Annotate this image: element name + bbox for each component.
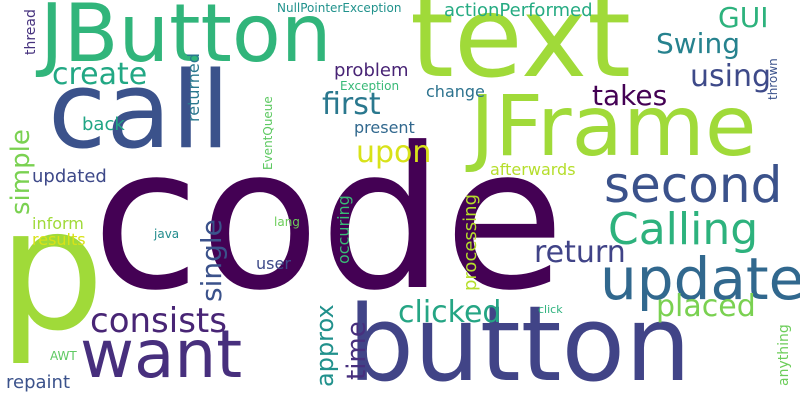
word-lang: lang: [274, 215, 300, 229]
word-code: code: [92, 106, 565, 334]
word-using: using: [690, 59, 772, 94]
word-inform: inform: [32, 214, 84, 233]
word-upon: upon: [356, 135, 432, 170]
word-occuring: occuring: [334, 195, 353, 264]
word-calling: Calling: [608, 204, 759, 255]
word-updated: updated: [32, 166, 107, 187]
word-thread: thread: [23, 9, 39, 55]
word-change: change: [426, 82, 485, 101]
word-approx: approx: [311, 304, 339, 387]
word-want: want: [80, 316, 243, 393]
word-present: present: [354, 118, 415, 137]
word-gui: GUI: [718, 1, 769, 34]
word-button: button: [348, 283, 692, 400]
word-eventqueue: EventQueue: [261, 96, 275, 170]
word-clicked: clicked: [398, 295, 502, 330]
word-afterwards: afterwards: [490, 160, 576, 179]
word-exception: Exception: [340, 79, 400, 93]
word-second: second: [604, 156, 783, 214]
word-single: single: [195, 219, 228, 302]
word-java: java: [154, 227, 180, 241]
word-call: call: [48, 49, 231, 172]
word-simple: simple: [6, 129, 36, 215]
word-create: create: [52, 57, 148, 92]
word-swing: Swing: [656, 27, 740, 60]
word-text: text: [410, 0, 632, 103]
word-placed: placed: [656, 289, 756, 324]
word-first: first: [322, 87, 381, 122]
word-nullpointerexception: NullPointerException: [277, 1, 402, 15]
word-thrown: thrown: [766, 58, 780, 100]
word-return: return: [534, 235, 626, 270]
word-time: time: [342, 321, 372, 380]
word-takes: takes: [592, 79, 668, 112]
word-problem: problem: [334, 60, 409, 81]
word-jframe: JFrame: [470, 77, 757, 175]
word-repaint: repaint: [6, 372, 71, 393]
word-click: click: [538, 303, 563, 316]
word-results: results: [32, 230, 86, 249]
word-anything: anything: [776, 324, 792, 386]
word-consists: consists: [90, 301, 227, 341]
word-p: p: [0, 172, 105, 368]
word-user: user: [256, 254, 291, 273]
word-awt: AWT: [50, 349, 77, 363]
word-actionperformed: actionPerformed: [444, 0, 593, 21]
word-update: update: [600, 245, 800, 313]
word-jbutton: JButton: [40, 0, 332, 80]
word-returned: returned: [184, 53, 203, 122]
word-back: back: [82, 114, 125, 135]
word-processing: processing: [460, 193, 481, 291]
